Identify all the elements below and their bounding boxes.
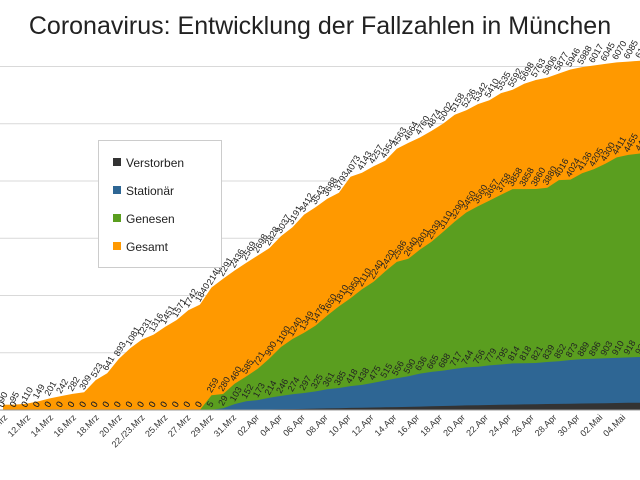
- legend-item-verstorben: Verstorben: [113, 155, 184, 171]
- data-label: 0: [77, 400, 88, 409]
- data-label: 0: [0, 400, 7, 409]
- x-tick-label: 29.Mrz: [189, 412, 216, 439]
- data-label: 0: [100, 400, 111, 409]
- legend-swatch-verstorben: [113, 157, 121, 166]
- data-label: 0: [193, 400, 204, 409]
- legend-swatch-gesamt: [113, 241, 121, 250]
- data-label: 0: [135, 400, 146, 409]
- data-label: 0: [0, 400, 7, 409]
- x-tick-label: 10.Apr: [327, 412, 353, 438]
- area-stationr: [3, 357, 640, 410]
- data-label: 0: [31, 400, 42, 409]
- x-tick-label: 31.Mrz: [212, 412, 239, 439]
- legend: Verstorben Stationär Genesen Gesamt: [98, 140, 222, 268]
- x-tick-label: 28.Apr: [533, 412, 559, 438]
- data-label: 6100: [633, 37, 640, 59]
- data-label: 0: [19, 400, 30, 409]
- data-label: 0: [147, 400, 158, 409]
- data-label: 0: [54, 400, 65, 409]
- data-label: 0: [170, 400, 181, 409]
- chart-title: Coronavirus: Entwicklung der Fallzahlen …: [28, 12, 612, 40]
- data-label: 0: [112, 400, 123, 409]
- data-label: 0: [181, 400, 192, 409]
- legend-label: Genesen: [126, 211, 175, 226]
- data-label: 0: [170, 400, 181, 409]
- legend-swatch-stationaer: [113, 185, 121, 194]
- x-tick-label: 16.Apr: [396, 412, 422, 438]
- data-label: 925: [633, 338, 640, 356]
- area-genesen: [3, 153, 640, 410]
- data-label: 0: [158, 400, 169, 409]
- data-label: 0: [123, 400, 134, 409]
- x-tick-label: 27.Mrz: [166, 412, 193, 439]
- data-label: 95: [8, 390, 22, 404]
- x-tick-label: 12.Mrz: [6, 412, 33, 439]
- x-tick-label: 22.Apr: [464, 412, 490, 438]
- data-label: 5: [205, 399, 216, 408]
- data-label: 0: [135, 400, 146, 409]
- x-tick-label: 06.Apr: [281, 412, 307, 438]
- data-label: 4480: [633, 130, 640, 152]
- x-tick-label: 02.Apr: [235, 412, 261, 438]
- x-tick-label: 14.Apr: [373, 412, 399, 438]
- data-label: 0: [181, 400, 192, 409]
- legend-item-gesamt: Gesamt: [113, 239, 168, 255]
- x-axis: 10.Mrz12.Mrz14.Mrz16.Mrz18.Mrz20.Mrz22./…: [0, 409, 640, 449]
- area-series: [3, 60, 640, 410]
- x-tick-label: 30.Apr: [556, 412, 582, 438]
- legend-label: Gesamt: [126, 239, 169, 254]
- legend-item-stationaer: Stationär: [113, 183, 174, 199]
- legend-swatch-genesen: [113, 213, 121, 222]
- x-tick-label: 08.Apr: [304, 412, 330, 438]
- data-label: 29: [216, 394, 230, 408]
- x-tick-label: 25.Mrz: [143, 412, 170, 439]
- legend-item-genesen: Genesen: [113, 211, 175, 227]
- x-tick-label: 12.Apr: [350, 412, 376, 438]
- data-label: 0: [54, 400, 65, 409]
- data-label: 0: [66, 400, 77, 409]
- data-label: 0: [123, 400, 134, 409]
- x-tick-label: 04.Mai: [601, 412, 627, 438]
- x-tick-label: 02.Mai: [578, 412, 604, 438]
- data-label: 0: [42, 400, 53, 409]
- data-label: 0: [19, 400, 30, 409]
- data-label: 90: [0, 390, 10, 404]
- data-label: 0: [112, 400, 123, 409]
- area-verstorben: [3, 402, 640, 410]
- x-tick-label: 18.Mrz: [74, 412, 101, 439]
- data-label: 0: [89, 400, 100, 409]
- data-label: 0: [158, 400, 169, 409]
- x-tick-label: 14.Mrz: [29, 412, 56, 439]
- x-tick-label: 04.Apr: [258, 412, 284, 438]
- x-tick-label: 18.Apr: [418, 412, 444, 438]
- data-label: 0: [100, 400, 111, 409]
- x-tick-label: 24.Apr: [487, 412, 513, 438]
- data-label: 0: [89, 400, 100, 409]
- data-label: 0: [193, 400, 204, 409]
- x-tick-label: 16.Mrz: [52, 412, 79, 439]
- data-label: 0: [8, 400, 19, 409]
- x-tick-label: 26.Apr: [510, 412, 536, 438]
- x-tick-label: 20.Apr: [441, 412, 467, 438]
- data-label: 0: [147, 400, 158, 409]
- data-label: 0: [77, 400, 88, 409]
- legend-label: Verstorben: [126, 155, 185, 170]
- data-label: 0: [31, 400, 42, 409]
- legend-label: Stationär: [126, 183, 175, 198]
- data-label: 0: [42, 400, 53, 409]
- data-label: 0: [8, 400, 19, 409]
- data-label: 0: [66, 400, 77, 409]
